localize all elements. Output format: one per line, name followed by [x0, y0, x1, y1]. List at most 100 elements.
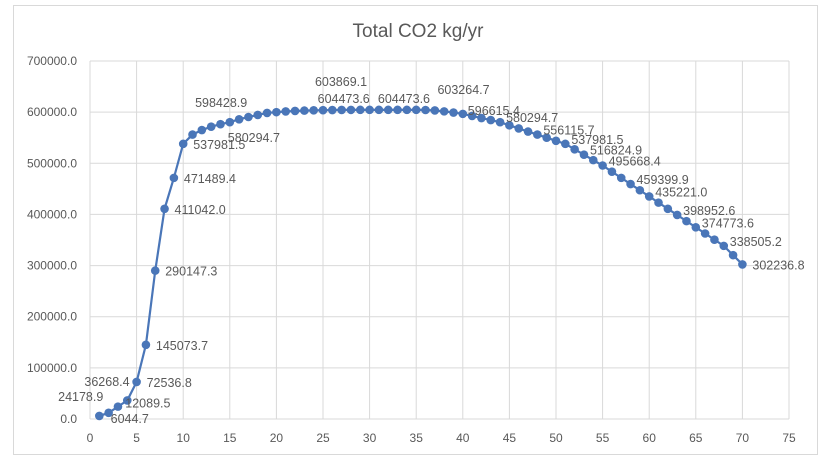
data-point	[113, 402, 123, 411]
data-label: 72536.8	[147, 376, 192, 390]
data-point	[346, 105, 356, 115]
data-point	[439, 107, 449, 116]
data-point	[691, 223, 701, 232]
data-label: 459399.9	[637, 173, 689, 187]
data-point	[141, 340, 151, 350]
data-point	[104, 408, 113, 418]
y-tick-label: 500000.0	[27, 156, 77, 170]
data-label: 603869.1	[315, 75, 367, 89]
data-point	[616, 173, 626, 183]
x-tick-label: 20	[270, 431, 284, 445]
data-label: 12089.5	[125, 396, 170, 410]
x-tick-label: 65	[689, 431, 703, 445]
data-point	[672, 210, 682, 220]
data-label: 36268.4	[84, 375, 129, 389]
data-point	[561, 139, 570, 149]
y-tick-label: 100000.0	[27, 361, 77, 375]
data-label: 537981.5	[193, 138, 245, 152]
data-point	[486, 115, 496, 125]
data-point	[710, 235, 719, 244]
data-point	[598, 161, 607, 170]
data-point	[290, 106, 300, 116]
data-point	[579, 150, 589, 159]
data-point	[663, 204, 673, 214]
data-point	[570, 144, 579, 154]
x-tick-label: 60	[643, 431, 657, 445]
data-label: 435221.0	[655, 185, 707, 199]
data-point	[635, 185, 645, 195]
data-point	[719, 241, 729, 251]
data-point	[216, 119, 225, 129]
data-point	[300, 106, 309, 115]
data-point	[402, 105, 412, 115]
data-point	[160, 204, 169, 214]
chart-title: Total CO2 kg/yr	[353, 21, 485, 42]
x-tick-label: 50	[549, 431, 563, 445]
data-label: 603264.7	[437, 83, 489, 97]
data-point	[607, 167, 617, 176]
data-label: 471489.4	[184, 172, 236, 186]
chart-border	[13, 5, 818, 455]
data-point	[309, 106, 318, 115]
data-point	[262, 108, 272, 118]
data-point	[430, 106, 440, 115]
x-tick-label: 25	[316, 431, 330, 445]
data-point	[337, 105, 346, 115]
data-point	[178, 139, 188, 149]
data-point	[449, 108, 458, 117]
data-label: 580294.7	[506, 111, 558, 125]
data-point	[253, 110, 263, 120]
data-point	[644, 192, 654, 201]
x-tick-label: 15	[223, 431, 237, 445]
data-point	[551, 136, 561, 146]
data-point	[495, 117, 505, 127]
x-tick-label: 35	[410, 431, 424, 445]
data-point	[281, 107, 291, 116]
data-point	[505, 121, 514, 130]
data-point	[700, 229, 710, 238]
data-label: 374773.6	[702, 216, 754, 230]
data-label: 495668.4	[609, 155, 661, 169]
data-point	[122, 396, 132, 405]
x-tick-label: 30	[363, 431, 377, 445]
data-label: 411042.0	[175, 203, 226, 217]
data-point	[588, 155, 598, 165]
x-tick-label: 75	[782, 431, 796, 445]
data-label: 6044.7	[111, 412, 149, 426]
x-tick-label: 0	[87, 431, 94, 445]
y-tick-label: 0.0	[60, 412, 77, 426]
data-point	[477, 113, 486, 123]
x-tick-label: 10	[177, 431, 191, 445]
data-point	[355, 105, 365, 115]
data-point	[626, 179, 635, 189]
data-point	[728, 250, 738, 260]
y-tick-label: 200000.0	[27, 310, 77, 324]
data-label: 537981.5	[571, 133, 623, 147]
data-point	[206, 122, 216, 132]
data-label: 598428.9	[195, 96, 247, 110]
data-point	[188, 130, 197, 139]
y-tick-label: 400000.0	[27, 207, 77, 221]
data-point	[533, 130, 542, 139]
x-tick-label: 5	[133, 431, 140, 445]
x-tick-label: 70	[736, 431, 750, 445]
data-label: 24178.9	[58, 390, 103, 404]
data-label: 516824.9	[590, 144, 642, 158]
data-label: 596615.4	[468, 104, 520, 118]
data-point	[365, 105, 374, 115]
data-point	[374, 105, 384, 115]
data-label: 145073.7	[156, 339, 208, 353]
data-label: 604473.6	[318, 92, 370, 106]
data-point	[150, 266, 160, 275]
y-tick-label: 300000.0	[27, 259, 77, 273]
data-point	[197, 125, 207, 135]
data-point	[95, 411, 104, 421]
data-point	[234, 115, 244, 124]
data-point	[411, 105, 421, 115]
data-point	[682, 216, 691, 226]
data-point	[421, 105, 430, 115]
data-point	[458, 109, 468, 119]
data-point	[514, 124, 524, 133]
data-point	[225, 117, 235, 127]
